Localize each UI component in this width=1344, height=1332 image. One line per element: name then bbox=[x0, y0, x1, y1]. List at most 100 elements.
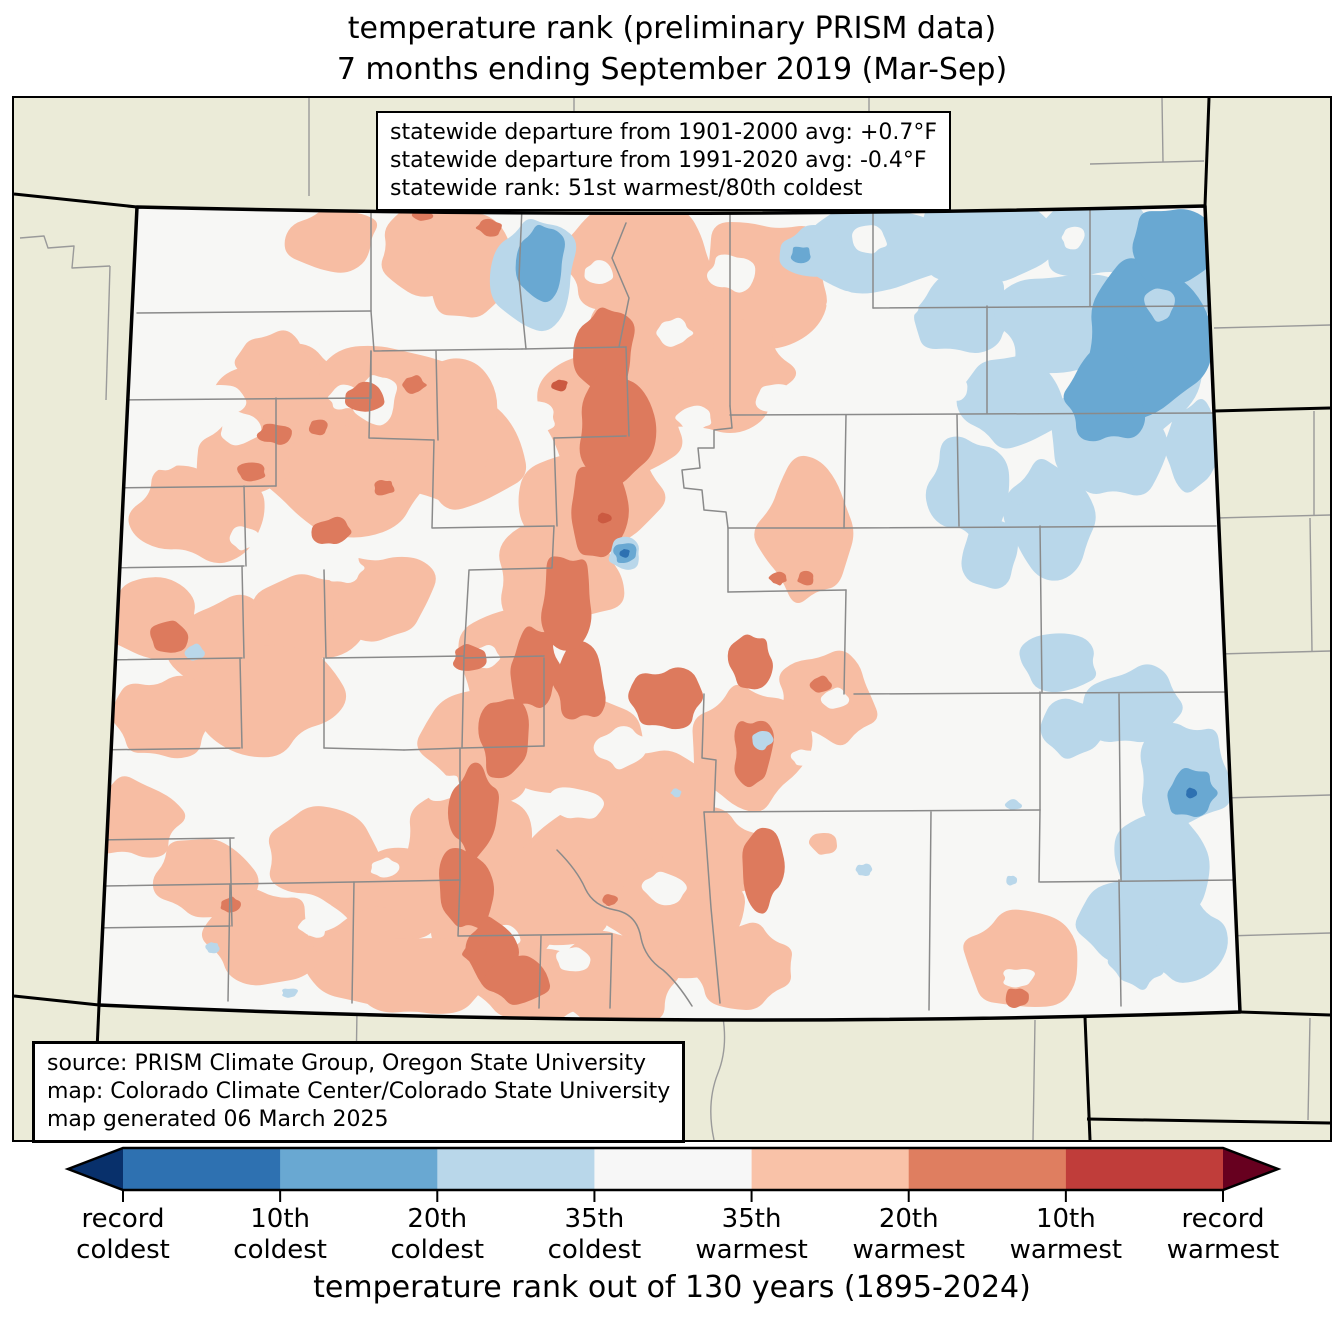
county-line bbox=[1038, 809, 1041, 883]
county-line bbox=[463, 655, 545, 659]
legend-label-line: coldest bbox=[390, 1235, 485, 1265]
legend-label-line: warmest bbox=[1009, 1235, 1123, 1265]
warm-dark-blob bbox=[551, 379, 568, 392]
neighbor-county-line bbox=[1089, 160, 1205, 165]
county-line bbox=[239, 657, 243, 749]
legend-label-line: 10th bbox=[1035, 1204, 1096, 1234]
cool-light-blob bbox=[914, 271, 1021, 354]
legend-cells bbox=[123, 1148, 1224, 1190]
legend-segment-6 bbox=[1065, 1148, 1224, 1190]
legend-tick-label-5: 20th warmest bbox=[824, 1204, 994, 1266]
neutral-hole bbox=[790, 749, 816, 766]
legend-label-line: warmest bbox=[695, 1235, 808, 1265]
neutral-hole bbox=[220, 410, 262, 446]
title-line-2: 7 months ending September 2019 (Mar-Sep) bbox=[336, 52, 1008, 87]
warm-light-blob bbox=[111, 675, 216, 759]
source-line-1: source: PRISM Climate Group, Oregon Stat… bbox=[47, 1051, 647, 1076]
county-line bbox=[99, 879, 461, 887]
cool-hole bbox=[932, 375, 968, 404]
county-line bbox=[99, 925, 231, 929]
cool-mid-blob bbox=[790, 246, 811, 264]
legend-label-line: coldest bbox=[76, 1235, 170, 1265]
county-line bbox=[553, 437, 558, 527]
warm-mid-blob bbox=[237, 462, 266, 482]
county-line bbox=[368, 350, 435, 441]
neighbor-county-line bbox=[1307, 1017, 1311, 1121]
county-line bbox=[1039, 879, 1239, 883]
cool-dark-dot bbox=[1186, 787, 1198, 799]
warm-mid-blob bbox=[809, 675, 832, 693]
stats-line-1: statewide departure from 1901-2000 avg: … bbox=[390, 120, 938, 145]
neutral-hole bbox=[820, 687, 850, 709]
cool-mid-blob bbox=[1132, 209, 1219, 284]
legend-label-line: 35th bbox=[721, 1204, 782, 1234]
county-line bbox=[518, 206, 527, 350]
warm-mid-blob bbox=[1005, 988, 1029, 1008]
neighbor-county-line bbox=[1218, 650, 1330, 655]
warm-mid-blob bbox=[311, 516, 352, 544]
warm-light-blob bbox=[193, 645, 347, 758]
cool-light-blob bbox=[1146, 898, 1228, 983]
legend-segment-1 bbox=[280, 1148, 438, 1190]
source-credit-box: source: PRISM Climate Group, Oregon Stat… bbox=[32, 1041, 686, 1143]
neutral-hole bbox=[297, 917, 329, 938]
neighbor-state-border bbox=[1086, 1117, 1330, 1125]
warm-mid-blob bbox=[571, 464, 629, 558]
county-line bbox=[1039, 525, 1043, 693]
warm-anomaly-dark-blobs bbox=[551, 379, 612, 524]
warm-light-blob bbox=[268, 806, 381, 907]
cool-light-blob bbox=[925, 436, 1010, 543]
neutral-hole bbox=[1003, 969, 1035, 988]
legend-segment-4 bbox=[751, 1148, 910, 1190]
source-line-3: map generated 06 March 2025 bbox=[47, 1107, 389, 1132]
cool-light-blob bbox=[1164, 398, 1227, 493]
neighbor-county-line bbox=[1309, 517, 1313, 652]
county-line bbox=[461, 745, 545, 749]
county-line bbox=[729, 412, 1214, 416]
neighbor-state-border bbox=[14, 192, 138, 209]
county-line bbox=[227, 883, 231, 1002]
neutral-hole bbox=[510, 401, 555, 435]
warm-mid-blob bbox=[462, 944, 487, 965]
colorado-border bbox=[97, 204, 1242, 1022]
county-line bbox=[853, 691, 1236, 695]
county-line bbox=[703, 809, 1041, 813]
warm-mid-blob bbox=[308, 419, 328, 436]
warm-light-blob bbox=[492, 841, 612, 946]
county-line bbox=[1118, 693, 1122, 881]
legend-segment-2 bbox=[437, 1148, 595, 1190]
county-line bbox=[463, 525, 555, 657]
neutral-hole bbox=[409, 509, 457, 551]
warm-light-blob bbox=[284, 208, 378, 273]
county-line bbox=[435, 350, 439, 441]
statewide-stats-box: statewide departure from 1901-2000 avg: … bbox=[376, 111, 952, 211]
cool-light-blob bbox=[914, 206, 1059, 283]
warm-mid-blob bbox=[727, 634, 773, 690]
cool-light-blob bbox=[1010, 495, 1023, 505]
county-line bbox=[611, 222, 630, 348]
neutral-hole bbox=[370, 857, 400, 878]
neighbor-county-line bbox=[19, 235, 111, 269]
neighbor-state-border bbox=[1203, 98, 1211, 207]
warm-mid-blob bbox=[628, 667, 704, 730]
county-line bbox=[928, 811, 932, 1011]
neutral-hole bbox=[707, 254, 756, 293]
neighbor-state-border bbox=[1213, 406, 1330, 413]
warm-mid-blob bbox=[484, 955, 551, 1005]
neighbor-county-line bbox=[1213, 324, 1330, 329]
legend-label-line: warmest bbox=[852, 1235, 965, 1265]
cool-core-hole bbox=[1144, 288, 1175, 322]
warm-mid-blob bbox=[475, 218, 502, 237]
warm-light-blob bbox=[260, 422, 430, 538]
neutral-hole bbox=[556, 947, 591, 972]
county-line bbox=[99, 747, 241, 751]
legend-colorbar bbox=[64, 1146, 1282, 1202]
cool-hole bbox=[1061, 226, 1085, 250]
cool-hole bbox=[882, 297, 919, 326]
source-line-2: map: Colorado Climate Center/Colorado St… bbox=[47, 1079, 671, 1104]
cool-light-blob bbox=[184, 643, 205, 661]
county-line bbox=[553, 435, 627, 439]
neutral-hole bbox=[584, 260, 614, 285]
cool-mid-blob bbox=[1063, 347, 1146, 442]
